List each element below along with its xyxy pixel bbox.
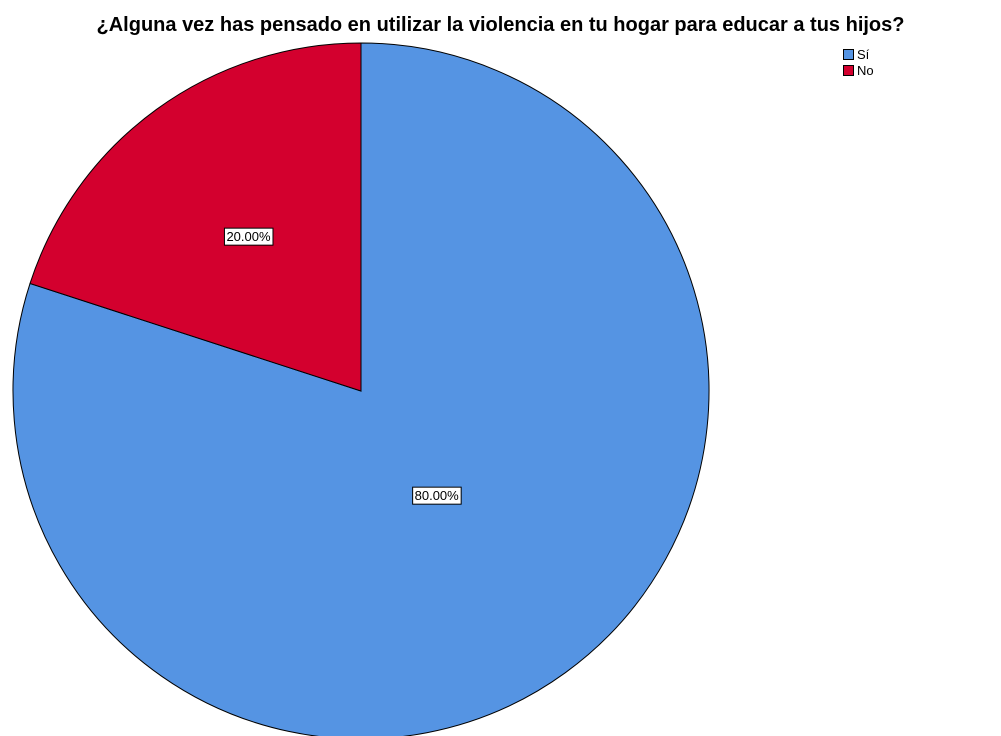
pie-slices — [12, 42, 710, 736]
chart-title: ¿Alguna vez has pensado en utilizar la v… — [96, 14, 905, 36]
legend-swatch-no — [843, 64, 854, 76]
chart-legend: Sí No — [843, 46, 874, 78]
pie-slice-no — [29, 42, 362, 392]
legend-label-no: No — [857, 62, 874, 78]
legend-swatch-si — [843, 48, 854, 60]
legend-item-si: Sí — [843, 46, 874, 62]
data-label-si: 80.00% — [412, 486, 462, 505]
pie-slice-si — [12, 42, 710, 736]
data-label-text: 20.00% — [226, 229, 271, 244]
data-label-box — [412, 486, 462, 505]
pie-labels: 80.00% 20.00% — [223, 227, 462, 505]
data-label-box — [223, 227, 274, 246]
data-label-no: 20.00% — [223, 227, 274, 246]
data-label-text: 80.00% — [415, 488, 460, 503]
legend-label-si: Sí — [857, 46, 870, 62]
legend-item-no: No — [843, 62, 874, 78]
